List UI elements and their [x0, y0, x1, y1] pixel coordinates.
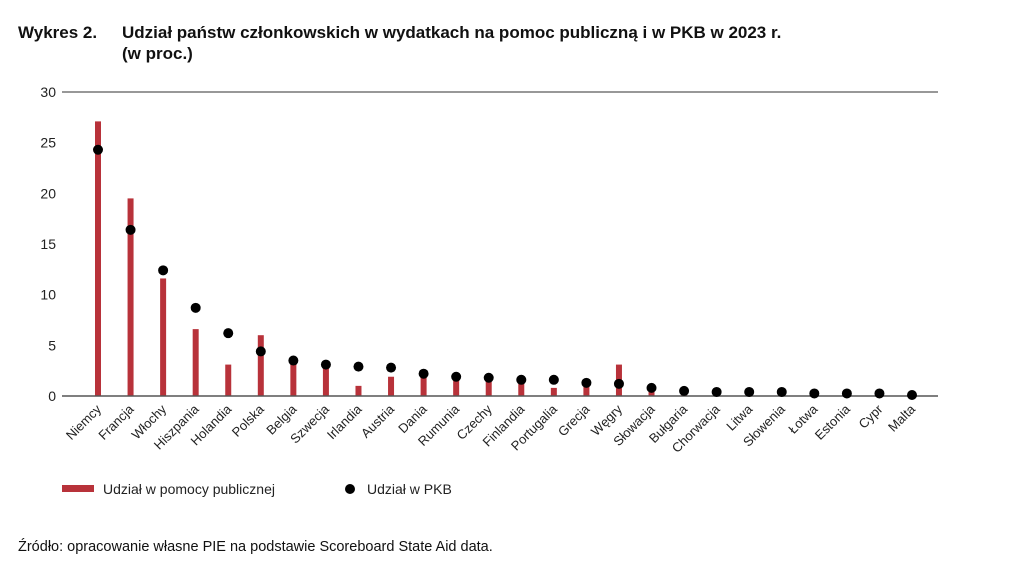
dot-gdp-share: [451, 371, 462, 382]
dot-gdp-share: [190, 302, 201, 313]
chart-unit: (w proc.): [122, 44, 193, 63]
legend-bar-swatch: [62, 485, 94, 492]
source-note: Źródło: opracowanie własne PIE na podsta…: [18, 539, 493, 555]
y-tick-label: 5: [48, 337, 56, 353]
x-category-label: Malta: [885, 401, 919, 435]
dot-gdp-share: [353, 361, 364, 372]
dot-gdp-share: [125, 224, 136, 235]
x-category-label: Irlandia: [324, 401, 365, 442]
chart-number: Wykres 2.: [18, 23, 98, 42]
dot-gdp-share: [744, 386, 755, 397]
dot-gdp-share: [386, 362, 397, 373]
bar-aid-share: [225, 364, 232, 396]
x-category-label: Cypr: [856, 401, 886, 431]
bar-aid-share: [290, 362, 297, 396]
dot-gdp-share: [255, 346, 266, 357]
x-category-label: Austria: [358, 401, 398, 441]
dot-gdp-share: [418, 368, 429, 379]
dot-gdp-share: [809, 388, 820, 399]
y-tick-label: 30: [40, 84, 56, 100]
dot-gdp-share: [223, 328, 234, 339]
bar-aid-share: [550, 387, 557, 396]
bar-aid-share: [127, 198, 134, 396]
x-category-label: Francja: [95, 401, 137, 443]
x-category-label: Estonia: [812, 401, 854, 443]
x-category-label: Polska: [229, 401, 268, 440]
bar-aid-share: [453, 378, 460, 396]
dot-gdp-share: [711, 386, 722, 397]
bar-aid-share: [518, 382, 525, 396]
dot-gdp-share: [320, 359, 331, 370]
dot-gdp-share: [516, 374, 527, 385]
bar-aid-share: [257, 335, 264, 396]
dot-gdp-share: [93, 144, 103, 155]
y-tick-label: 10: [40, 287, 56, 303]
dot-gdp-share: [483, 372, 494, 383]
dot-gdp-share: [776, 386, 787, 397]
chart-title-text: Udział państw członkowskich w wydatkach …: [122, 23, 782, 42]
bar-aid-share: [648, 391, 655, 396]
x-category-label: Grecja: [555, 401, 593, 439]
bar-aid-share: [322, 365, 329, 396]
y-tick-label: 25: [40, 135, 56, 151]
legend-dot-swatch: [345, 484, 355, 494]
y-tick-label: 0: [48, 388, 56, 404]
chart-title: Wykres 2. Udział państw członkowskich w …: [18, 22, 781, 64]
bar-aid-share: [583, 384, 590, 396]
bar-aid-share: [192, 329, 199, 396]
y-tick-label: 20: [40, 185, 56, 201]
x-category-label: Niemcy: [63, 401, 105, 443]
bar-aid-share: [95, 121, 101, 397]
dot-gdp-share: [548, 374, 559, 385]
dot-gdp-share: [679, 385, 690, 396]
dot-gdp-share: [581, 377, 592, 388]
dot-gdp-share: [874, 388, 885, 399]
dot-gdp-share: [613, 378, 624, 389]
bar-aid-share: [420, 371, 427, 396]
dot-gdp-share: [841, 388, 852, 399]
y-tick-label: 15: [40, 236, 56, 252]
bar-aid-share: [388, 376, 395, 396]
dot-gdp-share: [907, 389, 917, 400]
bar-aid-share: [355, 385, 362, 396]
dot-gdp-share: [646, 382, 657, 393]
bar-aid-share: [485, 378, 492, 396]
dot-gdp-share: [158, 265, 169, 276]
legend-bar-label: Udział w pomocy publicznej: [103, 481, 275, 497]
bar-aid-share: [160, 278, 167, 396]
dot-gdp-share: [288, 355, 299, 366]
legend-dot-label: Udział w PKB: [367, 481, 452, 497]
